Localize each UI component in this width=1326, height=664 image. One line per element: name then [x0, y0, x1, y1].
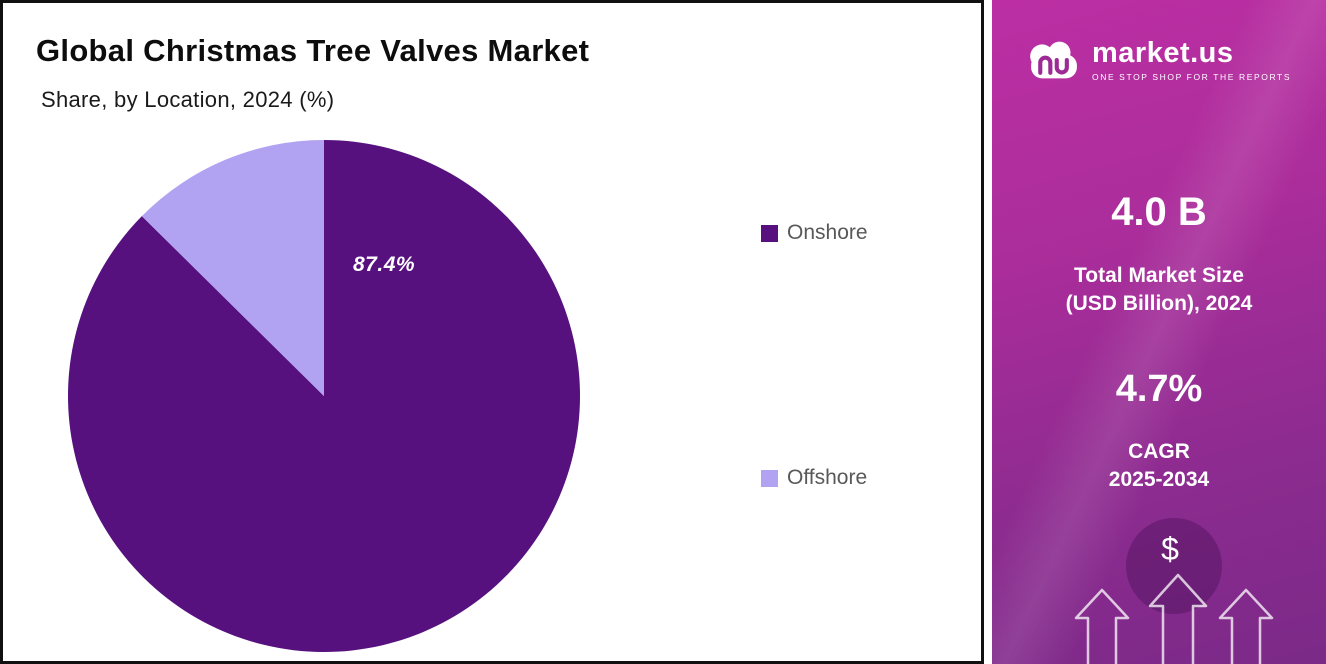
chart-card: Global Christmas Tree Valves Market Shar…: [0, 0, 984, 664]
pie-slice-onshore: [68, 140, 581, 652]
arrow-up-right-icon: [1218, 588, 1274, 664]
stat-cagr-label: CAGR 2025-2034: [992, 438, 1326, 495]
chart-title: Global Christmas Tree Valves Market: [36, 33, 590, 68]
legend-item-offshore: Offshore: [761, 466, 867, 490]
pie-chart: [68, 140, 581, 652]
legend-item-onshore: Onshore: [761, 221, 868, 245]
marketus-logo-icon: [1030, 41, 1077, 79]
stat-market-size-label-line2: (USD Billion), 2024: [1065, 292, 1253, 316]
stat-market-size-label: Total Market Size (USD Billion), 2024: [992, 262, 1326, 319]
pie-data-label: 87.4%: [353, 253, 416, 276]
sidebar-panel: market.us ONE STOP SHOP FOR THE REPORTS …: [992, 0, 1326, 664]
growth-arrows-decoration: $: [1074, 518, 1274, 664]
stat-cagr-value: 4.7%: [1115, 368, 1203, 410]
stat-cagr-label-line1: CAGR: [1128, 440, 1190, 463]
legend-swatch-onshore: [761, 224, 778, 242]
legend-swatch-offshore: [761, 469, 778, 487]
legend-label-onshore: Onshore: [787, 221, 868, 244]
legend-label-offshore: Offshore: [787, 466, 868, 489]
arrow-up-middle-icon: [1148, 573, 1208, 664]
marketus-logo: market.us ONE STOP SHOP FOR THE REPORTS: [1026, 38, 1291, 82]
stat-cagr-label-line2: 2025-2034: [1108, 468, 1210, 492]
chart-subtitle: Share, by Location, 2024 (%): [41, 87, 335, 112]
dollar-circle-decoration: [1126, 518, 1222, 614]
dollar-symbol: $: [1161, 531, 1179, 567]
logo-tagline: ONE STOP SHOP FOR THE REPORTS: [1092, 72, 1292, 83]
logo-wordmark: market.us: [1092, 37, 1234, 69]
stat-market-size-value: 4.0 B: [1111, 190, 1207, 234]
pie-chart-area: [51, 133, 599, 663]
arrow-up-left-icon: [1074, 588, 1130, 664]
pie-slice-offshore: [141, 140, 324, 396]
stat-market-size-label-line1: Total Market Size: [1074, 264, 1244, 287]
